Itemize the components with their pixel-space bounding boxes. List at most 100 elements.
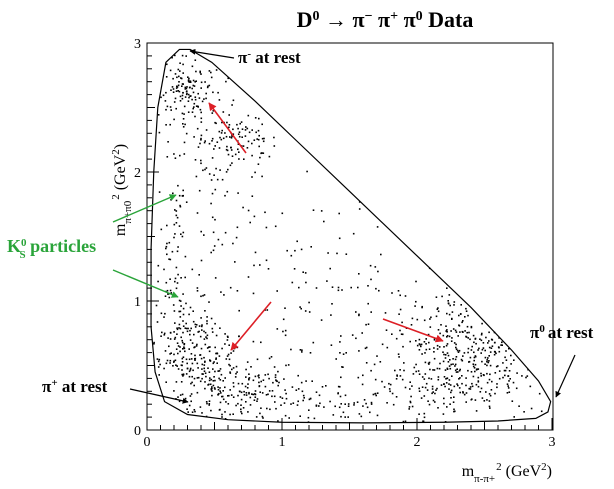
data-point (306, 170, 308, 173)
data-point (224, 132, 226, 134)
data-point (435, 315, 438, 318)
data-point (498, 370, 501, 372)
data-point (256, 358, 259, 361)
data-point (178, 310, 180, 313)
data-point (258, 376, 260, 379)
data-point (196, 127, 199, 130)
data-point (252, 292, 255, 295)
data-point (437, 378, 440, 381)
data-point (212, 362, 215, 365)
data-point (421, 306, 423, 309)
data-point (165, 247, 167, 250)
data-point (256, 400, 258, 402)
data-point (199, 70, 201, 73)
data-point (201, 325, 203, 328)
data-point (216, 178, 219, 181)
data-point (398, 313, 400, 315)
data-point (176, 250, 179, 253)
data-point (437, 307, 439, 309)
data-point (418, 338, 421, 341)
data-point (367, 302, 369, 305)
data-point (180, 305, 182, 307)
data-point (397, 353, 400, 355)
red-arrow-bottom-right (382, 318, 444, 343)
data-point (498, 346, 500, 349)
data-point (234, 376, 237, 378)
data-point (189, 86, 191, 89)
data-point (395, 378, 398, 380)
data-point (282, 318, 285, 321)
data-point (315, 287, 318, 289)
data-point (224, 377, 226, 379)
data-point (181, 373, 183, 376)
data-point (177, 84, 180, 87)
data-point (165, 108, 167, 111)
data-point (279, 396, 282, 398)
data-point (403, 369, 405, 372)
data-point (180, 233, 182, 235)
data-point (246, 387, 249, 389)
data-point (373, 363, 376, 366)
data-point (179, 316, 182, 318)
data-point (178, 225, 181, 227)
data-point (444, 369, 447, 371)
data-point (301, 390, 304, 393)
data-point (206, 322, 208, 325)
data-point (189, 333, 191, 336)
data-point (450, 391, 452, 394)
data-point (204, 387, 206, 390)
data-point (339, 341, 341, 343)
data-point (428, 403, 431, 406)
data-point (448, 294, 451, 296)
data-point (409, 388, 411, 390)
data-point (231, 155, 234, 157)
data-point (340, 403, 342, 405)
data-point (216, 362, 218, 364)
data-point (420, 345, 422, 348)
data-point (232, 367, 235, 369)
data-point (207, 85, 209, 88)
data-point (409, 340, 411, 343)
data-point (197, 92, 199, 95)
data-point (439, 362, 441, 365)
data-point (538, 392, 541, 395)
data-point (308, 301, 310, 304)
data-point (275, 407, 277, 410)
data-point (410, 324, 413, 326)
data-point (198, 189, 201, 192)
data-point (456, 349, 459, 352)
data-point (451, 311, 454, 313)
data-point (295, 389, 298, 391)
data-point (224, 194, 226, 197)
data-point (287, 364, 290, 366)
data-point (186, 367, 189, 370)
data-point (338, 212, 340, 215)
data-point (217, 91, 219, 94)
data-point (232, 385, 235, 388)
data-point (210, 378, 213, 381)
data-point (182, 320, 184, 322)
data-point (210, 71, 212, 74)
data-point (486, 399, 488, 401)
data-point (192, 91, 195, 94)
data-point (194, 357, 197, 360)
data-point (340, 376, 342, 379)
data-point (182, 123, 184, 125)
data-point (208, 301, 210, 303)
data-point (229, 371, 231, 373)
data-point (490, 347, 493, 349)
data-point (251, 393, 253, 395)
data-point (267, 373, 269, 376)
data-point (479, 338, 481, 340)
data-point (197, 376, 200, 379)
data-point (185, 132, 188, 135)
data-point (213, 361, 215, 363)
data-point (366, 406, 369, 409)
data-point (459, 377, 461, 379)
data-point (251, 154, 253, 157)
data-point (507, 385, 509, 387)
data-point (465, 307, 467, 310)
data-point (464, 330, 466, 332)
data-point (210, 202, 212, 205)
data-point (193, 106, 195, 108)
